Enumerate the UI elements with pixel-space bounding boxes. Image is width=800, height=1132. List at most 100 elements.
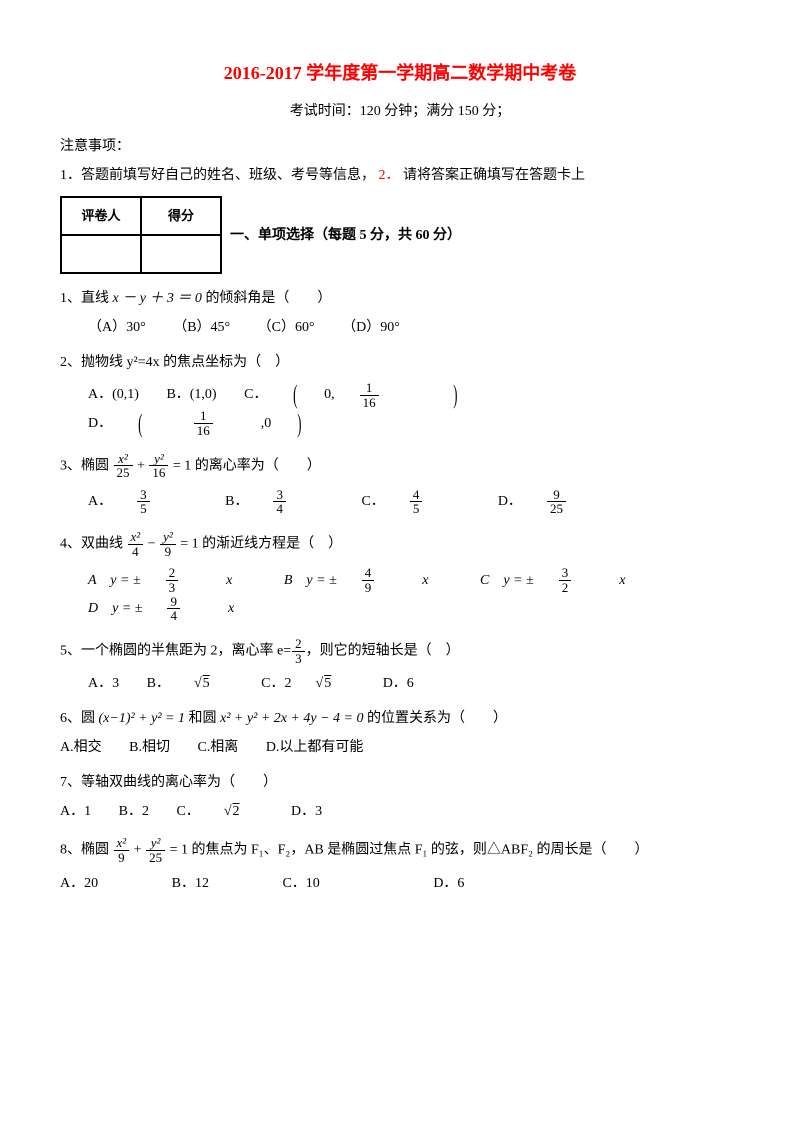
- q2-D-num: 1: [194, 409, 213, 424]
- q4-B: B y = ±49x: [284, 573, 453, 588]
- q8-options: A．20 B．12 C．10 D．6: [60, 873, 740, 894]
- q1-options: （A）30° （B）45° （C）60° （D）90°: [88, 317, 740, 338]
- notice-header: 注意事项：: [60, 136, 740, 157]
- q8-sb: 的焦点为 F₁、F₂，AB 是椭圆过焦点 F₁ 的弦，则△ABF₂ 的周长是（ …: [188, 843, 649, 858]
- q2-D-rparen: ): [297, 412, 301, 435]
- q5-en: 2: [292, 637, 305, 652]
- q5-D: D．6: [383, 676, 414, 691]
- notice-1: 1．答题前填写好自己的姓名、班级、考号等信息，: [60, 168, 375, 183]
- q3-D: D．925: [498, 494, 614, 509]
- q8-sa: 8、椭圆: [60, 843, 113, 858]
- q4-options: A y = ±23x B y = ±49x C y = ±32x D y = ±…: [88, 566, 740, 623]
- q4-Af: 23: [166, 566, 203, 594]
- q8-D: D．6: [433, 876, 464, 891]
- q8-yn: y²: [146, 836, 165, 851]
- q6-sb: 的位置关系为（ ）: [364, 711, 508, 726]
- q3-Cd: 5: [410, 502, 423, 516]
- q3-Cn: 4: [410, 488, 423, 503]
- q5-B: B．√5: [147, 676, 234, 691]
- q3-fy: y²16: [149, 452, 168, 480]
- section-1-title: 一、单项选择（每题 5 分，共 60 分）: [230, 225, 461, 246]
- grader-table: 评卷人得分: [60, 196, 222, 274]
- q4-Ap: A y = ±: [88, 573, 141, 588]
- q6-sa: 6、圆: [60, 711, 99, 726]
- exam-title: 2016-2017 学年度第一学期高二数学期中考卷: [60, 60, 740, 87]
- q4-Dd: 4: [167, 609, 180, 623]
- q3-Bp: B．: [225, 494, 248, 509]
- q1-stem-b: 的倾斜角是（ ）: [202, 291, 332, 306]
- q4-xn: x²: [128, 530, 144, 545]
- q4-An: 2: [166, 566, 179, 581]
- q5-A: A．3: [88, 676, 119, 691]
- q4-sb: 的渐近线方程是（ ）: [199, 536, 343, 551]
- q2-C: C．(0,116): [244, 387, 483, 402]
- notice-2-num: 2．: [379, 168, 400, 183]
- q3-Ap: A．: [88, 494, 112, 509]
- q2-C-num: 1: [360, 381, 379, 396]
- q7-Cp: C．: [176, 804, 199, 819]
- q5-Cs: 5: [323, 676, 331, 691]
- question-1: 1、直线 x － y ＋ 3 ＝ 0 的倾斜角是（ ）: [60, 288, 740, 309]
- section-1-row: 评卷人得分 一、单项选择（每题 5 分，共 60 分）: [60, 196, 740, 274]
- q5-sb: ，则它的短轴长是（ ）: [306, 643, 460, 658]
- q4-fy: y²9: [160, 530, 176, 558]
- q4-Bp: B y = ±: [284, 573, 337, 588]
- q3-Bd: 4: [273, 502, 286, 516]
- q2-D-frac: 116: [194, 409, 237, 437]
- q6-options: A.相交 B.相切 C.相离 D.以上都有可能: [60, 737, 740, 758]
- q3-Bn: 3: [273, 488, 286, 503]
- q4-xd: 4: [128, 545, 144, 559]
- q1-B: （B）45°: [173, 320, 230, 335]
- q1-D: （D）90°: [342, 320, 400, 335]
- q3-Cp: C．: [361, 494, 384, 509]
- q6-C: C.相离: [197, 740, 238, 755]
- question-4: 4、双曲线 x²4 − y²9 = 1 的渐近线方程是（ ）: [60, 530, 740, 558]
- grader-h2: 得分: [141, 197, 221, 235]
- q5-ed: 3: [292, 652, 305, 666]
- q1-eq: x － y ＋ 3 ＝ 0: [113, 291, 202, 306]
- q6-D: D.以上都有可能: [266, 740, 364, 755]
- q2-C-pre: C．: [244, 387, 267, 402]
- q4-Df: 94: [167, 595, 204, 623]
- q8-xd: 9: [114, 851, 130, 865]
- q4-Cs: x: [619, 573, 625, 588]
- question-5: 5、一个椭圆的半焦距为 2，离心率 e=23，则它的短轴长是（ ）: [60, 637, 740, 665]
- q5-sa: 5、一个椭圆的半焦距为 2，离心率 e=: [60, 643, 291, 658]
- q5-C: C．2√5: [261, 676, 355, 691]
- q4-Dn: 9: [167, 595, 180, 610]
- q4-Bs: x: [422, 573, 428, 588]
- q2-C-wa: 0,: [324, 387, 335, 402]
- q4-yd: 9: [160, 545, 176, 559]
- q7-B: B．2: [119, 804, 149, 819]
- q2-C-rparen: ): [453, 383, 457, 406]
- q4-Ad: 3: [166, 581, 179, 595]
- q4-Ds: x: [228, 601, 234, 616]
- q8-xn: x²: [114, 836, 130, 851]
- question-2: 2、抛物线 y²=4x 的焦点坐标为（ ）: [60, 352, 740, 373]
- q4-sa: 4、双曲线: [60, 536, 127, 551]
- q3-xd: 25: [114, 466, 133, 480]
- q3-Ad: 5: [137, 502, 150, 516]
- q4-Dp: D y = ±: [88, 601, 142, 616]
- q4-Bd: 9: [362, 581, 375, 595]
- q8-eq: = 1: [166, 843, 188, 858]
- q4-Bf: 49: [362, 566, 399, 594]
- q4-Cn: 3: [559, 566, 572, 581]
- q3-Af: 35: [137, 488, 174, 516]
- q1-stem-a: 1、直线: [60, 291, 113, 306]
- q3-yn: y²: [149, 452, 168, 467]
- q2-D-lparen: (: [138, 412, 142, 435]
- q3-B: B．34: [225, 494, 334, 509]
- q3-A: A．35: [88, 494, 198, 509]
- q4-Cp: C y = ±: [480, 573, 534, 588]
- q4-Cf: 32: [559, 566, 596, 594]
- q3-Dn: 9: [547, 488, 566, 503]
- q8-yd: 25: [146, 851, 165, 865]
- q4-fx: x²4: [128, 530, 144, 558]
- q3-Df: 925: [547, 488, 590, 516]
- exam-subtitle: 考试时间：120 分钟；满分 150 分；: [60, 101, 740, 122]
- q4-eq: = 1: [177, 536, 199, 551]
- q7-D: D．3: [291, 804, 322, 819]
- grader-cell-1: [61, 235, 141, 273]
- q3-An: 3: [137, 488, 150, 503]
